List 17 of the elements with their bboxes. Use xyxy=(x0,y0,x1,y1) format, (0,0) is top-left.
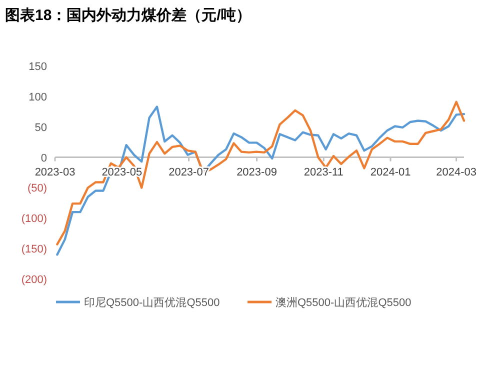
x-tick-label: 2023-03 xyxy=(34,166,76,178)
y-tick-label: 50 xyxy=(34,122,47,134)
y-tick-label: (100) xyxy=(21,213,47,226)
x-tick-label: 2023-11 xyxy=(304,166,344,178)
x-tick-label: 2024-01 xyxy=(370,166,411,178)
x-tick-label: 2024-03 xyxy=(436,166,477,178)
y-tick-label: 150 xyxy=(28,61,47,73)
x-tick-label: 2023-09 xyxy=(236,166,277,178)
legend-label: 印尼Q5500-山西优混Q5500 xyxy=(84,296,220,309)
x-tick-label: 2023-07 xyxy=(168,166,209,178)
legend-label: 澳洲Q5500-山西优混Q5500 xyxy=(276,296,412,309)
y-tick-label: 0 xyxy=(40,152,47,164)
chart-title: 图表18：国内外动力煤价差（元/吨） xyxy=(5,7,251,24)
y-tick-label: (50) xyxy=(27,182,47,195)
y-tick-label: (200) xyxy=(21,274,47,286)
y-tick-label: 100 xyxy=(28,91,47,104)
y-tick-label: (150) xyxy=(21,244,47,256)
